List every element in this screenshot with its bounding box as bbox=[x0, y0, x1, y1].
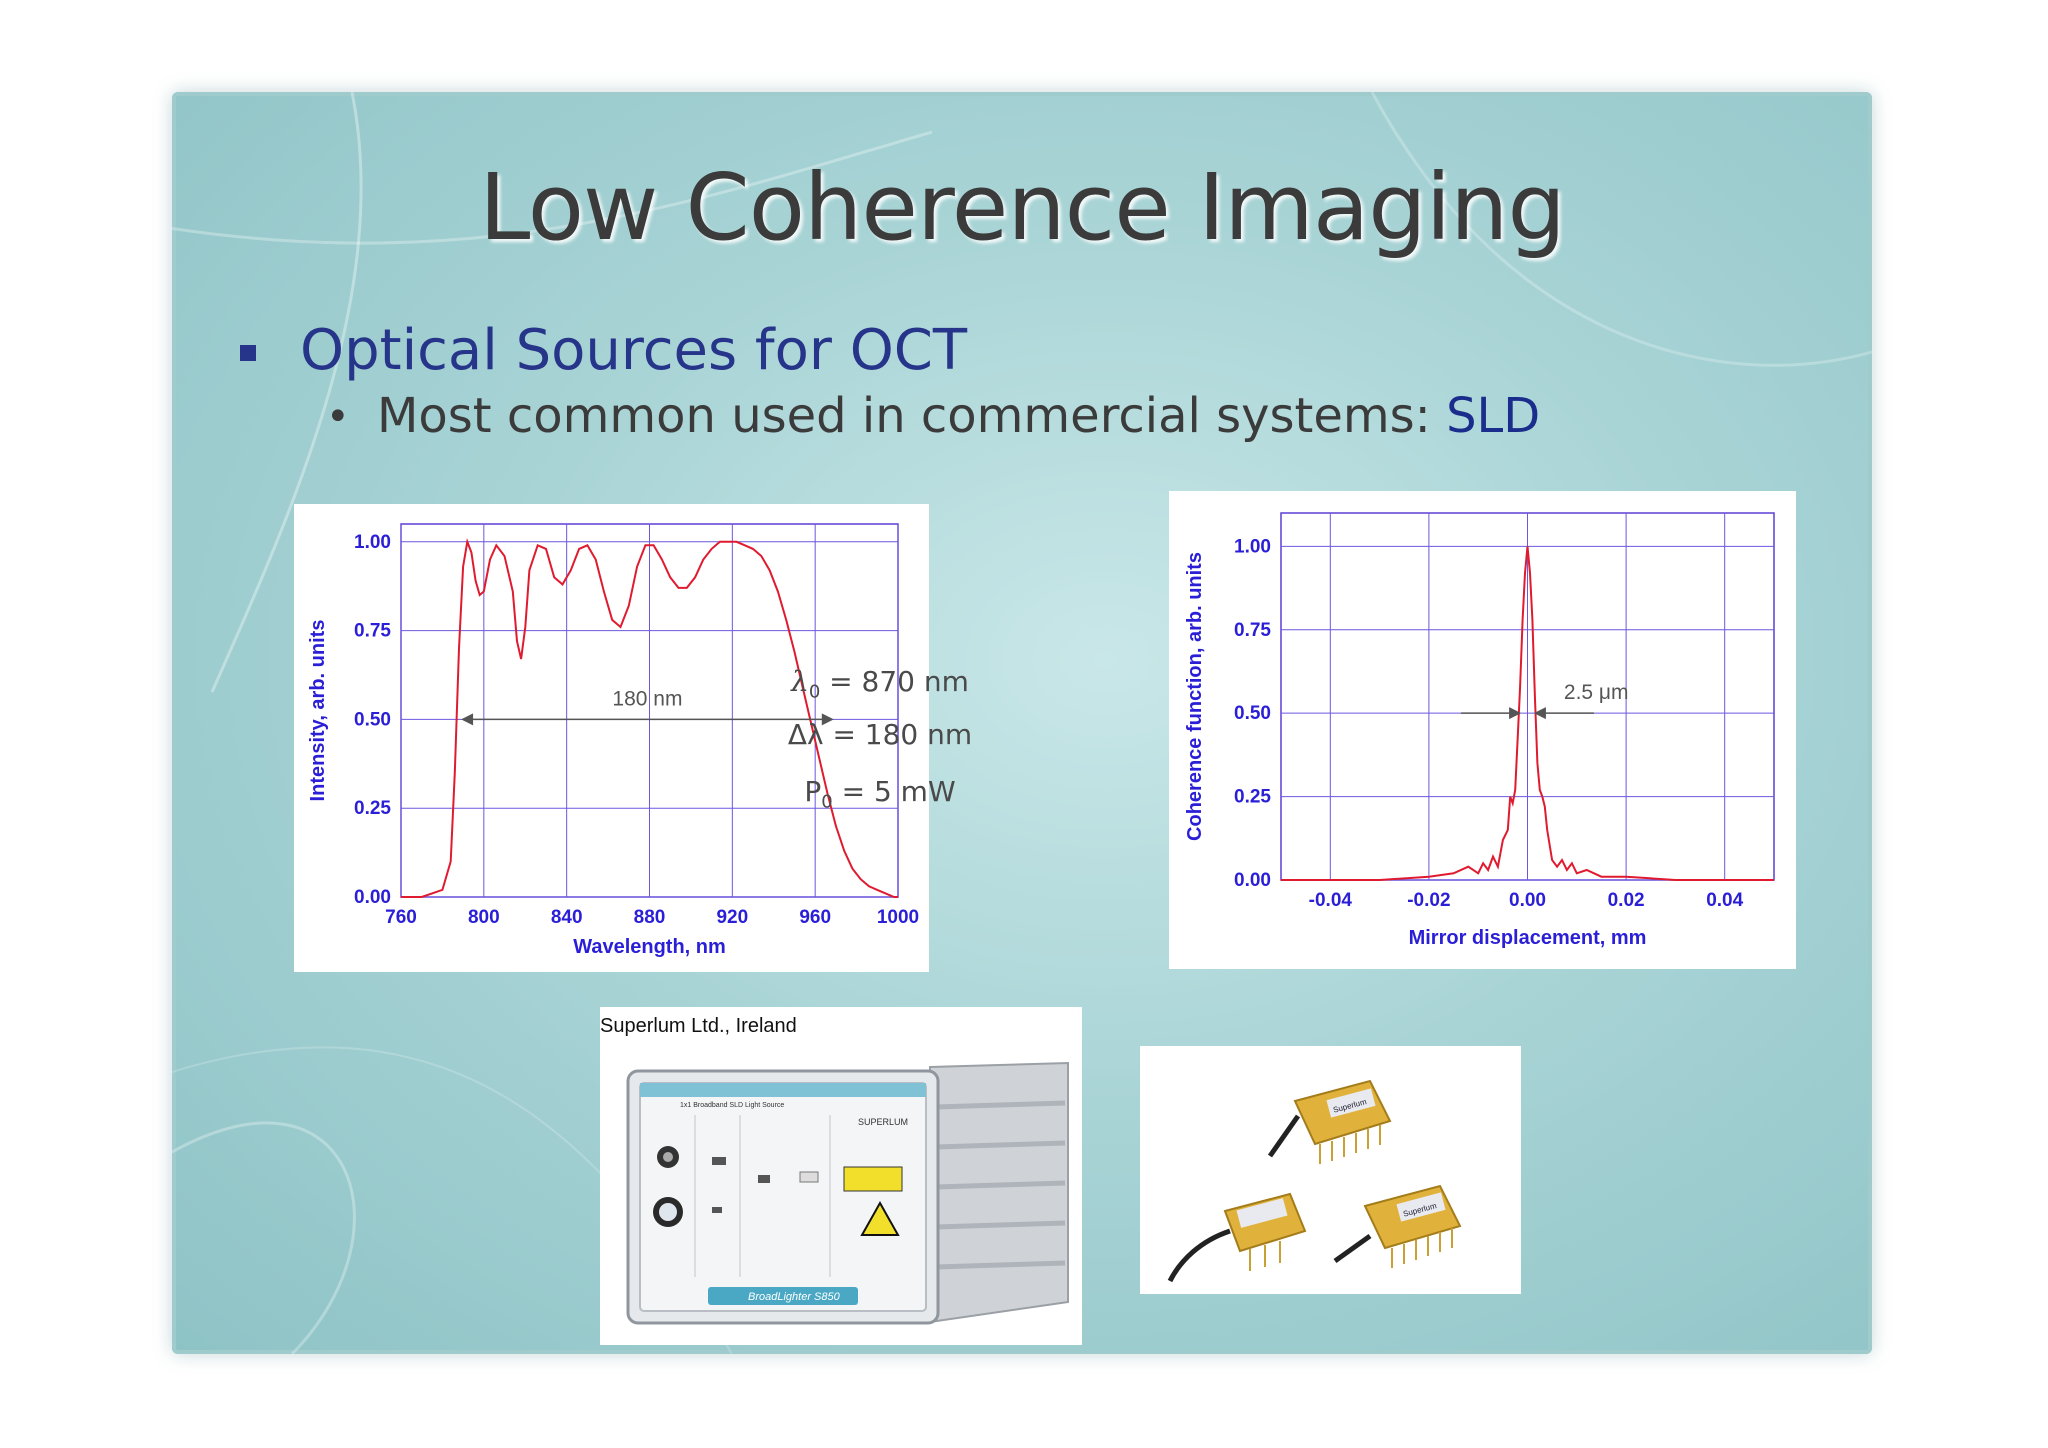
sld-module-top: Superlum bbox=[1267, 1079, 1392, 1164]
x-tick-label: 1000 bbox=[877, 907, 919, 928]
x-tick-label: 0.00 bbox=[1509, 890, 1546, 911]
y-tick-label: 1.00 bbox=[354, 532, 391, 553]
param-power: P0 = 5 mW bbox=[770, 778, 990, 812]
broadlighter-device-image: 1x1 Broadband SLD Light Source SUPERLUM … bbox=[626, 1061, 1069, 1325]
x-tick-label: 0.02 bbox=[1608, 890, 1645, 911]
x-axis-label: Mirror displacement, mm bbox=[1409, 927, 1647, 949]
bullet-dot-icon: • bbox=[326, 394, 350, 440]
power-value: = 5 mW bbox=[832, 775, 956, 808]
y-tick-label: 0.25 bbox=[354, 798, 391, 819]
x-tick-label: 960 bbox=[799, 907, 831, 928]
x-tick-label: 760 bbox=[385, 907, 417, 928]
fwhm-arrowhead-left bbox=[1509, 707, 1522, 720]
lambda-symbol: λ bbox=[791, 665, 809, 698]
param-bandwidth: Δλ = 180 nm bbox=[787, 718, 973, 751]
device-photo: Superlum Ltd., Ireland 1x1 Broadband SLD… bbox=[600, 1007, 1082, 1345]
device-brand-text: SUPERLUM bbox=[858, 1117, 908, 1127]
power-subscript: 0 bbox=[821, 791, 833, 813]
bullet-commercial-text: Most common used in commercial systems: bbox=[377, 388, 1447, 444]
y-tick-label: 0.25 bbox=[1234, 787, 1271, 808]
bandwidth-annotation: 180 nm bbox=[612, 687, 682, 710]
y-tick-label: 1.00 bbox=[1234, 536, 1271, 557]
sld-modules-photo: Superlum Superlum bbox=[1140, 1046, 1521, 1294]
data-series-line bbox=[1281, 546, 1774, 881]
x-tick-label: 0.04 bbox=[1706, 890, 1743, 911]
bullet-optical-sources: Optical Sources for OCT bbox=[300, 318, 968, 383]
fwhm-annotation: 2.5 μm bbox=[1564, 681, 1629, 704]
y-tick-label: 0.75 bbox=[1234, 620, 1271, 641]
y-axis-label: Coherence function, arb. units bbox=[1184, 552, 1206, 841]
decorative-swirls bbox=[172, 92, 1872, 1354]
device-header-text: 1x1 Broadband SLD Light Source bbox=[680, 1102, 784, 1109]
x-tick-label: -0.04 bbox=[1309, 890, 1353, 911]
bullet-square-icon bbox=[240, 345, 256, 361]
device-model-text: BroadLighter S850 bbox=[748, 1291, 841, 1303]
power-symbol: P bbox=[804, 775, 822, 808]
bullet-commercial-systems: Most common used in commercial systems: … bbox=[377, 388, 1540, 444]
lambda-subscript: 0 bbox=[808, 681, 821, 703]
y-tick-label: 0.75 bbox=[354, 621, 391, 642]
param-center-wavelength: λ0 = 870 nm bbox=[770, 668, 990, 702]
sld-module-left bbox=[1167, 1192, 1307, 1283]
bandwidth-arrowhead-left bbox=[461, 713, 474, 726]
sld-module-right: Superlum bbox=[1333, 1184, 1462, 1268]
slide-title: Low Coherence Imaging bbox=[479, 154, 1566, 261]
x-axis-label: Wavelength, nm bbox=[573, 936, 726, 958]
coherence-chart: -0.04 -0.02 0.00 0.02 0.04 0.00 0.25 0.50 0.75 1.… bbox=[1184, 512, 1775, 949]
y-tick-label: 0.00 bbox=[354, 887, 391, 908]
fwhm-arrowhead-right bbox=[1533, 707, 1546, 720]
spectrum-chart: 760 800 840 880 920 960 1000 0.00 0.25 0.50 0.75 1.… bbox=[307, 523, 919, 958]
lambda-value: = 870 nm bbox=[820, 665, 969, 698]
x-tick-label: -0.02 bbox=[1407, 890, 1450, 911]
y-tick-label: 0.50 bbox=[1234, 703, 1271, 724]
coherence-chart-panel: -0.04 -0.02 0.00 0.02 0.04 0.00 0.25 0.50 0.75 1.… bbox=[1169, 491, 1796, 969]
x-tick-label: 840 bbox=[551, 907, 583, 928]
y-tick-label: 0.00 bbox=[1234, 870, 1271, 891]
spectrum-chart-panel: 760 800 840 880 920 960 1000 0.00 0.25 0.50 0.75 1.… bbox=[294, 504, 929, 972]
y-axis-label: Intensity, arb. units bbox=[307, 620, 329, 802]
data-series-line bbox=[401, 538, 898, 898]
x-tick-label: 920 bbox=[716, 907, 748, 928]
photo-caption: Superlum Ltd., Ireland bbox=[600, 1015, 797, 1037]
bandwidth-arrowhead-right bbox=[821, 713, 834, 726]
y-tick-label: 0.50 bbox=[354, 709, 391, 730]
sld-highlight: SLD bbox=[1446, 388, 1541, 444]
x-tick-label: 880 bbox=[634, 907, 666, 928]
sld-modules-image: Superlum Superlum bbox=[1167, 1079, 1462, 1283]
x-tick-label: 800 bbox=[468, 907, 500, 928]
